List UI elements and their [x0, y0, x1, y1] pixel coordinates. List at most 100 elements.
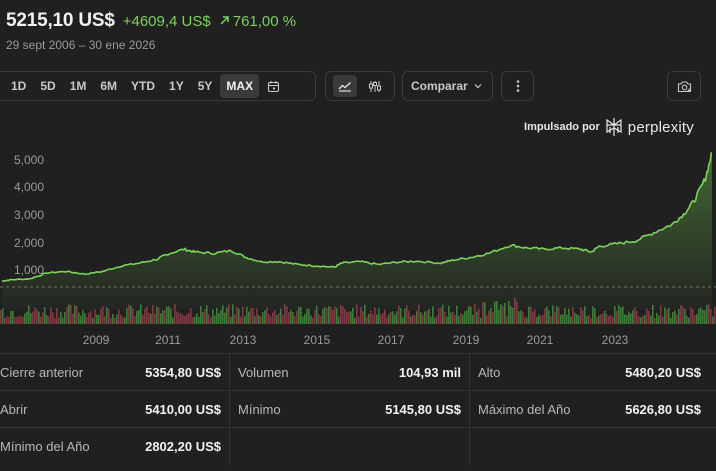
volume-bar — [346, 311, 348, 324]
chevron-down-icon — [474, 84, 482, 89]
compare-label: Comparar — [411, 79, 468, 93]
range-1d-button[interactable]: 1D — [11, 79, 27, 93]
volume-bar — [52, 312, 54, 324]
volume-bar — [560, 314, 562, 324]
volume-bar — [58, 317, 60, 324]
volume-bar — [642, 316, 644, 324]
volume-bar — [662, 316, 664, 324]
volume-bar — [294, 315, 296, 324]
volume-bar — [608, 315, 610, 324]
volume-bar — [116, 314, 118, 324]
volume-bar — [192, 317, 194, 324]
volume-bar — [672, 312, 674, 324]
volume-bar — [34, 307, 36, 324]
volume-bar — [638, 316, 640, 324]
volume-bar — [274, 309, 276, 324]
volume-bar — [564, 308, 566, 324]
arrow-up-right-icon — [220, 16, 229, 25]
volume-bar — [594, 308, 596, 324]
volume-bar — [706, 304, 708, 324]
screenshot-button[interactable] — [667, 71, 701, 101]
volume-bar — [240, 316, 242, 324]
candlestick-button[interactable] — [363, 75, 387, 97]
calendar-button[interactable] — [261, 75, 285, 97]
volume-bar — [76, 305, 78, 324]
volume-bar — [152, 304, 154, 324]
volume-bar — [200, 306, 202, 324]
volume-bar — [30, 313, 32, 324]
range-1m-button[interactable]: 1M — [69, 79, 87, 93]
volume-bar — [440, 307, 442, 324]
volume-bar — [576, 314, 578, 324]
volume-bar — [340, 305, 342, 324]
volume-bar — [54, 318, 56, 324]
volume-bar — [688, 317, 690, 324]
volume-bar — [414, 315, 416, 324]
volume-bar — [164, 310, 166, 324]
volume-bar — [304, 314, 306, 324]
volume-bar — [530, 306, 532, 324]
volume-bar — [550, 316, 552, 324]
volume-bar — [208, 314, 210, 324]
volume-bar — [136, 310, 138, 324]
stat-low: Mínimo 5145,80 US$ — [230, 391, 469, 428]
perplexity-logo-icon — [606, 118, 622, 136]
volume-bar — [452, 311, 454, 324]
volume-bar — [360, 306, 362, 324]
range-6m-button[interactable]: 6M — [100, 79, 118, 93]
volume-bar — [316, 305, 318, 324]
volume-bar — [190, 308, 192, 324]
volume-bar — [408, 310, 410, 324]
volume-bar — [218, 313, 220, 324]
volume-bar — [176, 311, 178, 324]
volume-bar — [588, 314, 590, 324]
volume-bar — [80, 315, 82, 324]
range-5y-button[interactable]: 5Y — [197, 79, 213, 93]
range-max-button[interactable]: MAX — [220, 74, 260, 98]
volume-bar — [432, 306, 434, 324]
volume-bar — [620, 307, 622, 324]
price-area — [2, 153, 712, 310]
volume-bar — [682, 306, 684, 324]
volume-bar — [128, 304, 130, 324]
compare-dropdown[interactable]: Comparar — [402, 71, 493, 101]
volume-bar — [292, 312, 294, 324]
volume-bar — [388, 314, 390, 324]
range-5d-button[interactable]: 5D — [40, 79, 56, 93]
volume-bar — [532, 311, 534, 324]
volume-bar — [4, 317, 6, 324]
volume-bar — [702, 310, 704, 324]
more-options-button[interactable] — [501, 71, 534, 101]
volume-bar — [392, 311, 394, 324]
volume-bar — [476, 311, 478, 324]
volume-bar — [72, 313, 74, 324]
volume-bar — [612, 317, 614, 324]
range-1y-button[interactable]: 1Y — [169, 79, 184, 93]
volume-bar — [546, 306, 548, 324]
volume-bar — [284, 304, 286, 324]
volume-bar — [328, 306, 330, 324]
stat-label: Mínimo — [238, 402, 281, 417]
price-chart[interactable]: 5,000 4,000 3,000 2,000 1,000 2009 2011 … — [0, 140, 716, 352]
range-ytd-button[interactable]: YTD — [131, 79, 156, 93]
volume-bar — [42, 312, 44, 324]
volume-bar — [286, 306, 288, 324]
volume-bar — [46, 315, 48, 324]
volume-bar — [422, 314, 424, 324]
volume-bar — [38, 311, 40, 324]
volume-bar — [246, 306, 248, 324]
volume-bar — [458, 316, 460, 324]
x-tick: 2021 — [527, 333, 554, 347]
volume-bar — [222, 305, 224, 324]
volume-bar — [656, 312, 658, 324]
volume-bar — [102, 306, 104, 324]
volume-bar — [556, 306, 558, 324]
volume-bar — [130, 305, 132, 324]
volume-bar — [366, 316, 368, 324]
volume-bar — [710, 308, 712, 324]
volume-bar — [456, 305, 458, 324]
volume-bar — [104, 316, 106, 324]
line-chart-button[interactable] — [333, 75, 357, 97]
volume-bar — [496, 301, 498, 324]
volume-bar — [574, 312, 576, 324]
